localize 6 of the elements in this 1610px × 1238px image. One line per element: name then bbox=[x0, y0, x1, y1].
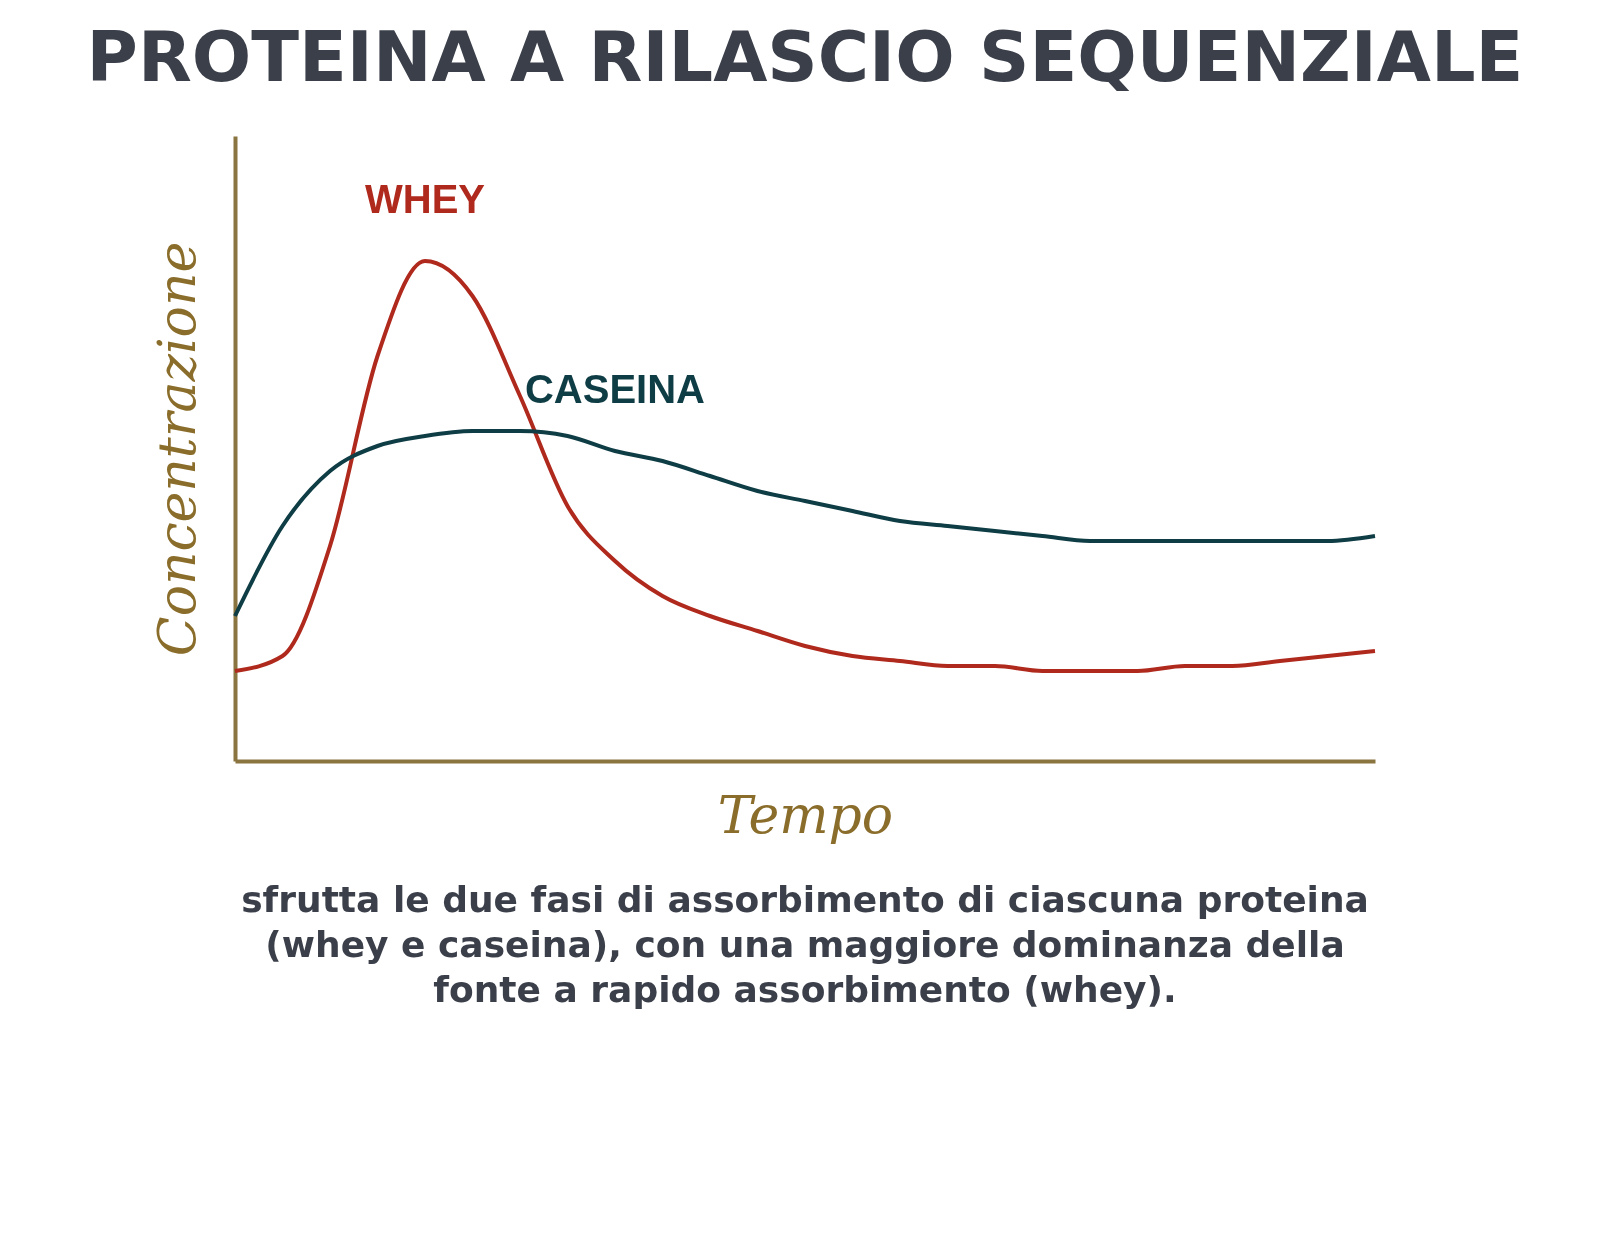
series-label: WHEY bbox=[365, 177, 486, 221]
chart-title: PROTEINA A RILASCIO SEQUENZIALE bbox=[86, 16, 1524, 98]
series-label: CASEINA bbox=[524, 367, 706, 411]
text: sfrutta le due fasi di assorbimento di ciascuna proteina (whey e caseina), con una maggiore dominanza della fonte a rapido assorbimento (whey). bbox=[240, 878, 1370, 1012]
x-axis-title: Tempo bbox=[717, 784, 894, 845]
y-axis-title: Concentrazione bbox=[146, 241, 207, 657]
